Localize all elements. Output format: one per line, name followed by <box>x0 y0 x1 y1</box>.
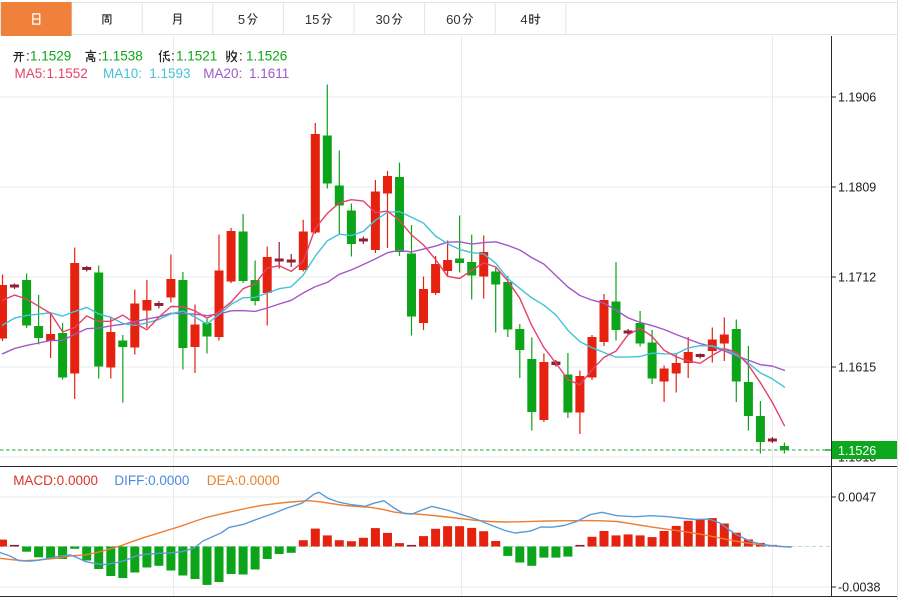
svg-text:1.1809: 1.1809 <box>838 180 876 194</box>
svg-text::: : <box>26 48 30 63</box>
svg-text:5: 5 <box>238 12 245 27</box>
svg-text:-0.0038: -0.0038 <box>838 580 880 594</box>
svg-text:1.1538: 1.1538 <box>102 48 143 63</box>
svg-text:1.1906: 1.1906 <box>838 90 876 104</box>
svg-text:4: 4 <box>520 12 527 27</box>
svg-text:MA5:1.1552: MA5:1.1552 <box>15 66 88 81</box>
svg-text:1.1526: 1.1526 <box>838 444 876 458</box>
svg-text:30: 30 <box>376 12 390 27</box>
svg-text::: : <box>98 48 102 63</box>
svg-text:60: 60 <box>446 12 460 27</box>
svg-text:1.1526: 1.1526 <box>246 48 287 63</box>
svg-text:0.0047: 0.0047 <box>838 490 876 504</box>
svg-text::: : <box>171 48 175 63</box>
svg-text:1.1712: 1.1712 <box>838 270 876 284</box>
svg-text:1.1529: 1.1529 <box>30 48 71 63</box>
svg-text:1.1615: 1.1615 <box>838 360 876 374</box>
svg-text:15: 15 <box>305 12 319 27</box>
svg-text::: : <box>239 48 243 63</box>
svg-text:MACD:0.0000: MACD:0.0000 <box>13 473 98 488</box>
svg-text:DEA:0.0000: DEA:0.0000 <box>207 473 280 488</box>
svg-text:DIFF:0.0000: DIFF:0.0000 <box>114 473 189 488</box>
svg-text:1.1521: 1.1521 <box>176 48 217 63</box>
